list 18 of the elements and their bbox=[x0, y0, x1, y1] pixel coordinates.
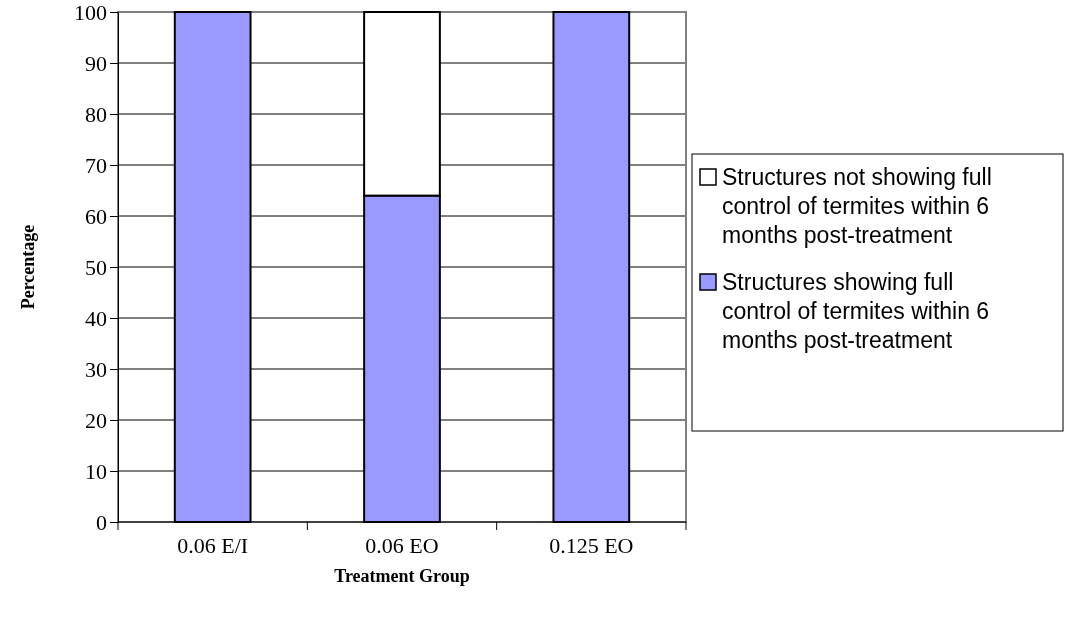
y-tick-label: 10 bbox=[85, 458, 107, 484]
legend-label: Structures showing full control of termites within 6 months post-treatment bbox=[722, 269, 990, 353]
y-tick-label: 40 bbox=[85, 305, 107, 331]
x-axis-title: Treatment Group bbox=[334, 566, 470, 586]
y-tick-label: 90 bbox=[85, 50, 107, 76]
y-axis-title: Percentage bbox=[18, 224, 38, 310]
y-tick-label: 60 bbox=[85, 203, 107, 229]
y-tick-label: 20 bbox=[85, 407, 107, 433]
legend-label: Structures not showing full control of termites within 6 months post-treatment bbox=[722, 164, 992, 248]
y-tick-label: 0 bbox=[96, 509, 107, 535]
y-tick-label: 100 bbox=[74, 0, 107, 25]
x-tick-label: 0.06 E/I bbox=[177, 533, 249, 558]
y-tick-label: 80 bbox=[85, 101, 107, 127]
y-tick-label: 30 bbox=[85, 356, 107, 382]
y-tick-label: 70 bbox=[85, 152, 107, 178]
y-tick-label: 50 bbox=[85, 254, 107, 280]
x-tick-label: 0.125 EO bbox=[549, 533, 634, 558]
x-tick-label: 0.06 EO bbox=[365, 533, 439, 558]
